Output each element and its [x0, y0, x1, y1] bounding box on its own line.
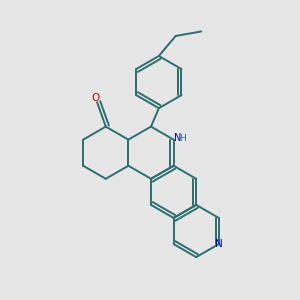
Text: N: N	[173, 133, 181, 143]
Text: H: H	[179, 134, 186, 143]
Text: O: O	[92, 93, 100, 103]
Text: N: N	[215, 239, 223, 249]
